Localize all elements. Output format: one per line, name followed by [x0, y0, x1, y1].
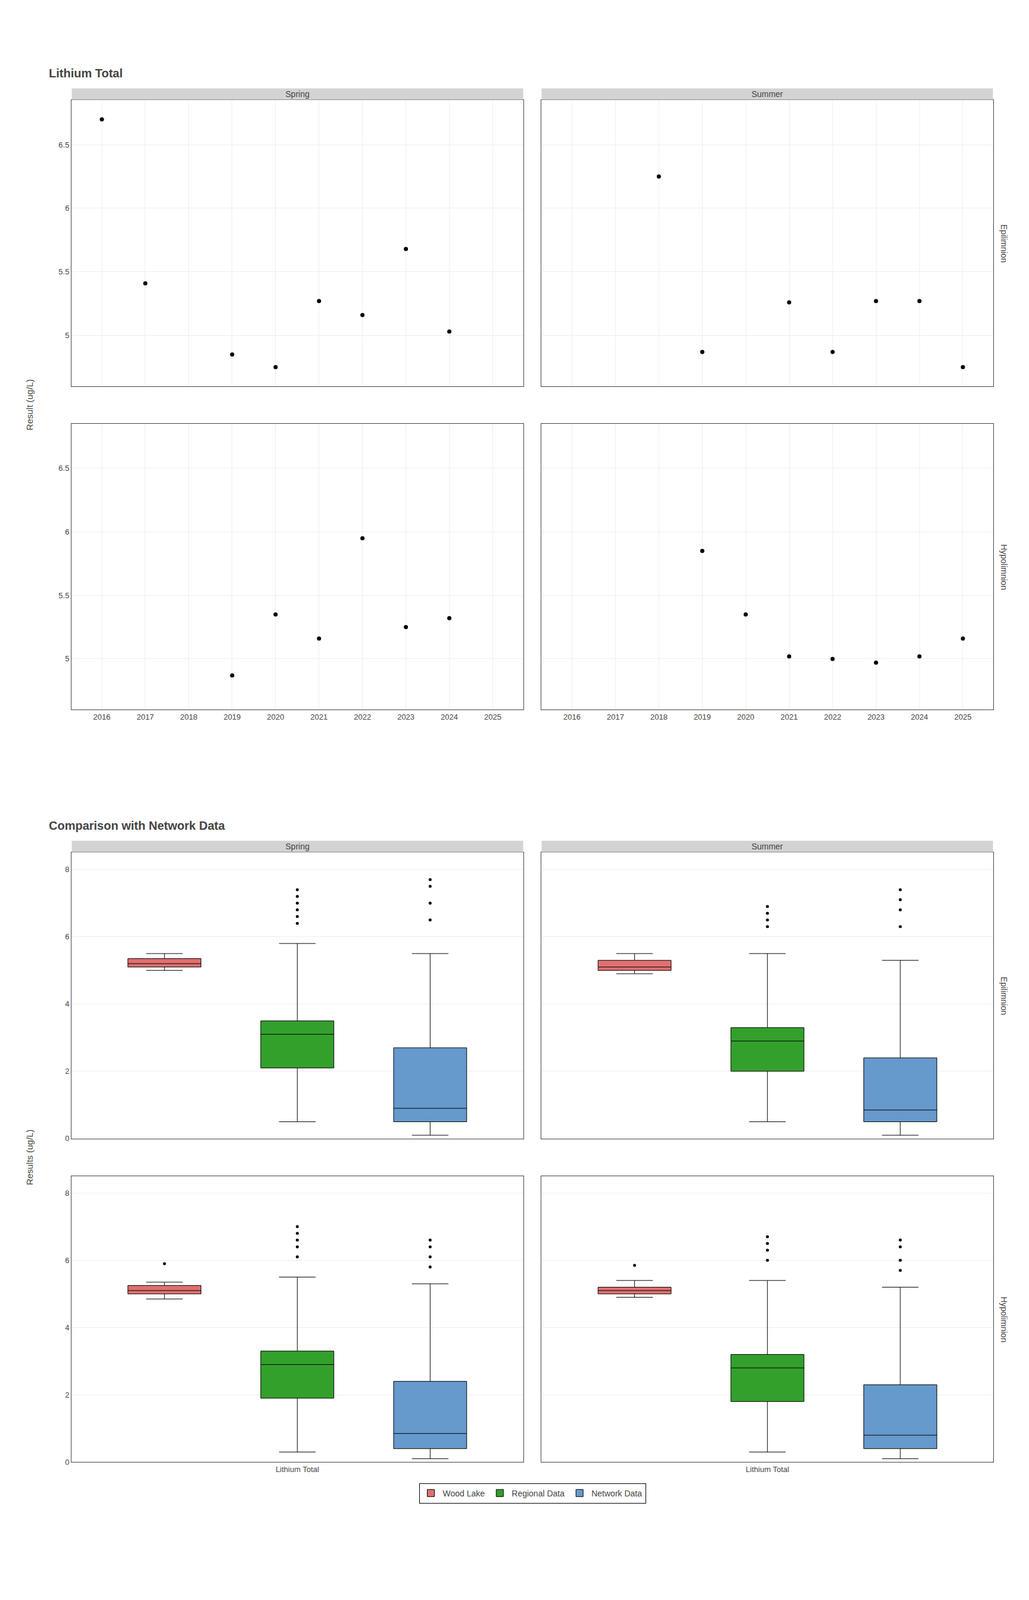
svg-text:2023: 2023	[397, 712, 415, 722]
svg-text:2024: 2024	[440, 712, 458, 722]
svg-text:5.5: 5.5	[58, 591, 70, 601]
svg-text:Lithium Total: Lithium Total	[275, 1465, 320, 1475]
svg-text:6: 6	[64, 932, 70, 942]
svg-text:6.5: 6.5	[58, 140, 70, 150]
svg-text:2022: 2022	[353, 712, 371, 722]
svg-text:2016: 2016	[93, 712, 111, 722]
svg-text:6: 6	[64, 527, 70, 537]
svg-text:2: 2	[64, 1067, 70, 1077]
svg-text:Spring: Spring	[285, 842, 310, 852]
svg-text:Hypolimnion: Hypolimnion	[999, 1296, 1009, 1343]
svg-text:2024: 2024	[911, 712, 929, 722]
svg-text:4: 4	[64, 999, 70, 1009]
svg-text:2017: 2017	[606, 712, 625, 722]
svg-text:Network Data: Network Data	[591, 1489, 642, 1499]
svg-text:2018: 2018	[650, 712, 668, 722]
svg-text:0: 0	[64, 1134, 70, 1144]
svg-text:2021: 2021	[780, 712, 798, 722]
svg-text:0: 0	[64, 1458, 70, 1468]
svg-text:5.5: 5.5	[58, 267, 70, 277]
svg-text:Summer: Summer	[751, 89, 784, 99]
svg-text:6: 6	[64, 203, 70, 213]
svg-text:6: 6	[64, 1256, 70, 1266]
svg-text:Regional Data: Regional Data	[511, 1489, 565, 1499]
svg-text:Result (ug/L): Result (ug/L)	[24, 379, 35, 431]
svg-text:Epilimnion: Epilimnion	[999, 224, 1009, 264]
svg-text:8: 8	[64, 1189, 70, 1199]
svg-text:8: 8	[64, 865, 70, 875]
svg-text:Epilimnion: Epilimnion	[999, 977, 1009, 1016]
svg-text:2019: 2019	[223, 712, 241, 722]
svg-text:2018: 2018	[179, 712, 198, 722]
svg-text:Results (ug/L): Results (ug/L)	[24, 1130, 35, 1186]
svg-text:Lithium Total: Lithium Total	[48, 66, 123, 80]
svg-text:2020: 2020	[266, 712, 285, 722]
svg-text:2017: 2017	[136, 712, 155, 722]
svg-text:Lithium Total: Lithium Total	[745, 1465, 790, 1475]
svg-text:Wood Lake: Wood Lake	[443, 1489, 486, 1499]
svg-text:Hypolimnion: Hypolimnion	[999, 544, 1009, 591]
svg-text:2: 2	[64, 1391, 70, 1400]
svg-text:2022: 2022	[824, 712, 842, 722]
svg-text:2025: 2025	[484, 712, 502, 722]
svg-text:5: 5	[64, 654, 70, 664]
svg-text:2016: 2016	[563, 712, 581, 722]
svg-text:5: 5	[64, 331, 70, 341]
svg-text:Spring: Spring	[285, 89, 310, 99]
svg-text:2019: 2019	[693, 712, 712, 722]
svg-text:2021: 2021	[310, 712, 328, 722]
svg-text:Summer: Summer	[751, 842, 784, 852]
svg-text:2025: 2025	[953, 712, 972, 722]
svg-text:2023: 2023	[867, 712, 885, 722]
svg-text:4: 4	[64, 1323, 70, 1333]
svg-text:6.5: 6.5	[58, 463, 70, 473]
svg-text:Comparison with Network Data: Comparison with Network Data	[48, 819, 226, 833]
svg-text:2020: 2020	[737, 712, 755, 722]
